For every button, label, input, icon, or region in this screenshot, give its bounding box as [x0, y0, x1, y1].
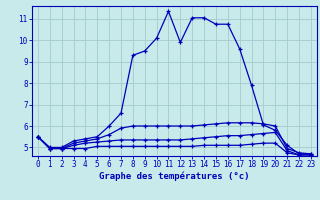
X-axis label: Graphe des températures (°c): Graphe des températures (°c) — [99, 172, 250, 181]
